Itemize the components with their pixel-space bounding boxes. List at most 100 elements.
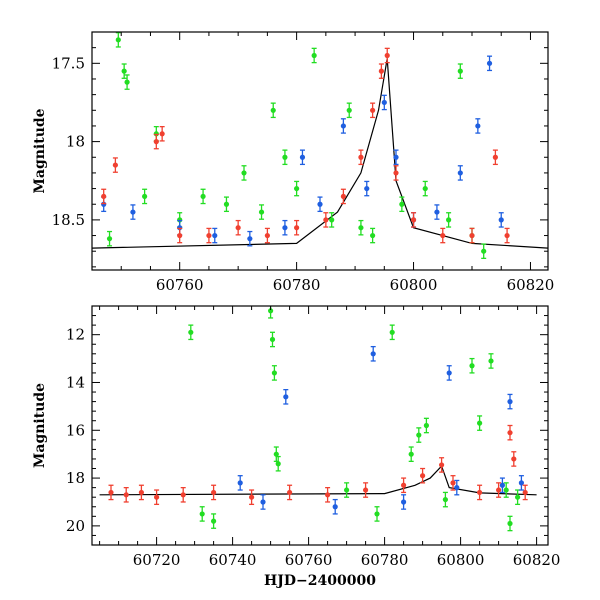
y-tick-label: 18.5 bbox=[52, 211, 85, 229]
y-axis-label: Magnitude bbox=[32, 108, 48, 193]
data-point bbox=[237, 480, 243, 486]
data-point bbox=[329, 217, 335, 223]
data-point bbox=[159, 131, 165, 137]
series-1 bbox=[237, 345, 525, 515]
data-point bbox=[153, 139, 159, 145]
data-point bbox=[154, 494, 160, 500]
data-point bbox=[346, 107, 352, 113]
data-point bbox=[211, 489, 217, 496]
data-point bbox=[410, 217, 417, 223]
x-tick-label: 60800 bbox=[437, 551, 485, 569]
data-point bbox=[264, 232, 270, 239]
data-point bbox=[389, 329, 395, 335]
data-point bbox=[440, 232, 446, 239]
data-point bbox=[477, 489, 483, 496]
data-point bbox=[112, 162, 118, 168]
data-point bbox=[498, 217, 504, 223]
data-point bbox=[408, 451, 414, 457]
data-point bbox=[522, 489, 528, 496]
data-point bbox=[199, 511, 205, 517]
y-tick-label: 12 bbox=[66, 326, 85, 344]
data-point bbox=[399, 201, 405, 207]
data-point bbox=[393, 170, 399, 176]
x-tick-label: 60780 bbox=[273, 276, 321, 294]
data-point bbox=[340, 193, 346, 200]
data-point bbox=[496, 487, 502, 493]
plot-area bbox=[99, 306, 537, 532]
x-tick-label: 60820 bbox=[507, 276, 555, 294]
data-point bbox=[287, 489, 293, 496]
data-point bbox=[275, 461, 281, 467]
data-point bbox=[241, 170, 247, 176]
data-point bbox=[518, 480, 525, 486]
data-point bbox=[420, 473, 426, 479]
data-point bbox=[370, 107, 376, 113]
data-point bbox=[260, 499, 266, 505]
x-tick-label: 60760 bbox=[156, 276, 204, 294]
data-point bbox=[332, 504, 338, 510]
data-point bbox=[138, 489, 144, 496]
data-point bbox=[469, 363, 475, 369]
data-point bbox=[282, 225, 288, 231]
y-axis-label: Magnitude bbox=[32, 383, 48, 468]
x-axis-label: HJD−2400000 bbox=[264, 573, 376, 589]
data-point bbox=[370, 351, 376, 357]
model-curve bbox=[92, 58, 548, 249]
data-point bbox=[439, 462, 445, 468]
data-point bbox=[477, 420, 483, 426]
data-point bbox=[271, 370, 277, 376]
data-point bbox=[364, 185, 370, 192]
data-point bbox=[206, 232, 212, 239]
data-point bbox=[123, 492, 129, 498]
data-point bbox=[515, 494, 521, 500]
data-point bbox=[457, 170, 463, 176]
data-point bbox=[142, 193, 148, 200]
data-point bbox=[434, 209, 440, 215]
data-point bbox=[282, 154, 288, 160]
data-point bbox=[384, 52, 390, 59]
data-point bbox=[101, 193, 107, 200]
data-point bbox=[511, 456, 517, 462]
data-point bbox=[299, 154, 306, 160]
data-point bbox=[273, 451, 279, 457]
data-point bbox=[249, 494, 255, 500]
data-point bbox=[294, 185, 300, 192]
data-point bbox=[401, 499, 407, 505]
plot-area bbox=[92, 32, 548, 260]
data-point bbox=[283, 394, 289, 400]
x-tick-label: 60800 bbox=[390, 276, 438, 294]
data-point bbox=[469, 232, 475, 239]
data-point bbox=[370, 232, 376, 239]
data-point bbox=[340, 123, 346, 129]
x-tick-label: 60720 bbox=[133, 551, 181, 569]
data-point bbox=[378, 68, 384, 74]
data-point bbox=[200, 193, 206, 200]
plot-frame bbox=[91, 31, 549, 271]
data-point bbox=[416, 432, 422, 438]
x-tick-label: 60780 bbox=[361, 551, 409, 569]
y-tick-label: 16 bbox=[66, 421, 85, 439]
data-point bbox=[504, 232, 510, 239]
x-tick-label: 60740 bbox=[209, 551, 257, 569]
plot-frame bbox=[91, 305, 549, 546]
data-point bbox=[130, 209, 136, 215]
data-point bbox=[422, 185, 428, 192]
data-point bbox=[108, 489, 114, 496]
data-point bbox=[446, 370, 452, 376]
data-point bbox=[294, 225, 300, 231]
model-curve bbox=[99, 464, 537, 496]
y-tick-label: 14 bbox=[66, 373, 85, 391]
data-point bbox=[258, 209, 265, 215]
data-point bbox=[317, 201, 323, 207]
data-point bbox=[115, 37, 121, 43]
data-point bbox=[235, 225, 241, 231]
data-point bbox=[247, 236, 253, 242]
data-point bbox=[344, 487, 350, 493]
data-point bbox=[393, 154, 399, 160]
y-tick-label: 18 bbox=[66, 133, 85, 151]
data-point bbox=[188, 329, 194, 335]
data-point bbox=[358, 225, 364, 231]
data-point bbox=[381, 99, 387, 106]
data-point bbox=[401, 482, 407, 488]
